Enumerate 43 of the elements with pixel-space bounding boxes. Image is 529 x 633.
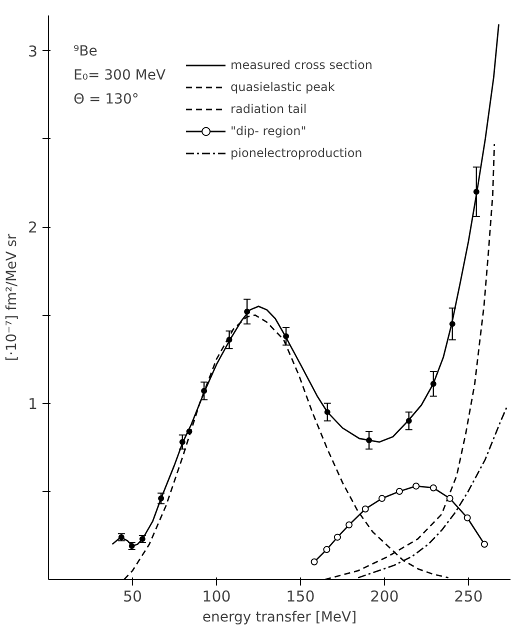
annotation: ⁹Be — [74, 44, 98, 60]
x-tick-label: 250 — [454, 588, 483, 606]
legend-label: radiation tail — [230, 101, 307, 117]
point — [226, 336, 232, 343]
point — [396, 488, 403, 495]
point — [334, 534, 341, 541]
point — [324, 409, 330, 416]
y-axis-title: [·10⁻⁷] fm²/MeV sr — [4, 234, 20, 362]
point — [430, 484, 437, 492]
point — [430, 380, 436, 387]
point — [244, 308, 250, 315]
point — [323, 546, 330, 554]
point — [446, 494, 454, 502]
point — [186, 428, 192, 434]
legend-label: pionelectroproduction — [230, 145, 362, 161]
point — [201, 388, 208, 394]
point — [346, 521, 353, 528]
legend-label: measured cross section — [230, 57, 372, 73]
point — [179, 439, 186, 446]
x-tick-label: 50 — [122, 588, 142, 606]
point — [158, 495, 164, 502]
point — [473, 188, 480, 195]
point — [412, 482, 420, 490]
y-tick-label: 3 — [28, 42, 38, 60]
annotation: Θ = 130° — [74, 92, 139, 108]
point — [366, 437, 372, 444]
y-tick-label: 1 — [28, 394, 38, 413]
point — [464, 514, 471, 522]
point — [362, 506, 369, 512]
point — [406, 418, 412, 424]
x-tick-label: 100 — [202, 588, 231, 606]
point — [378, 494, 386, 502]
point — [480, 540, 488, 548]
annotation: E₀= 300 MeV — [74, 68, 166, 84]
point — [283, 333, 290, 340]
x-axis-title: energy transfer [MeV] — [202, 610, 357, 626]
legend-label: quasielastic peak — [230, 79, 335, 95]
y-tick-label: 2 — [28, 218, 38, 236]
x-tick-label: 200 — [370, 588, 399, 606]
point — [449, 320, 456, 327]
x-tick-label: 150 — [286, 588, 315, 606]
legend-label: "dip- region" — [230, 123, 306, 139]
point — [310, 558, 318, 566]
